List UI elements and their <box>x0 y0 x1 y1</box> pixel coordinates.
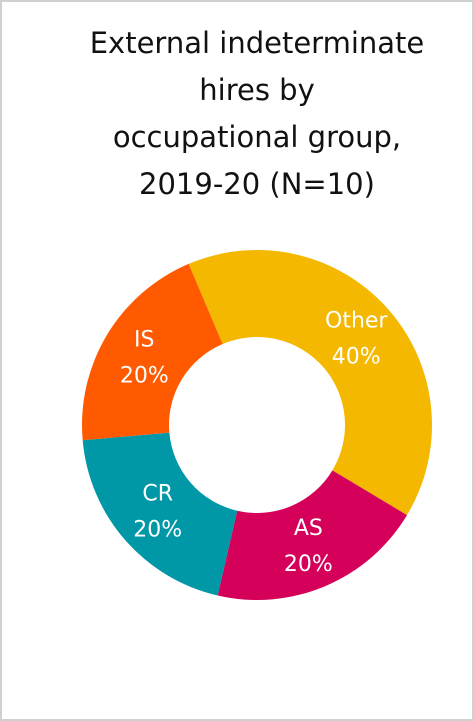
chart-title: External indeterminate hires by occupati… <box>89 26 425 201</box>
slice-label: Other <box>325 309 388 334</box>
value-label: 20% <box>120 363 169 388</box>
slice-label: IS <box>134 327 154 352</box>
slice <box>217 470 408 600</box>
slice-label: CR <box>142 481 173 506</box>
slice <box>82 432 238 596</box>
value-label: 40% <box>332 345 381 370</box>
slice-label: AS <box>294 516 323 541</box>
slice <box>81 263 223 441</box>
slice <box>188 249 433 516</box>
value-label: 20% <box>284 552 333 577</box>
value-label: 20% <box>133 517 182 542</box>
